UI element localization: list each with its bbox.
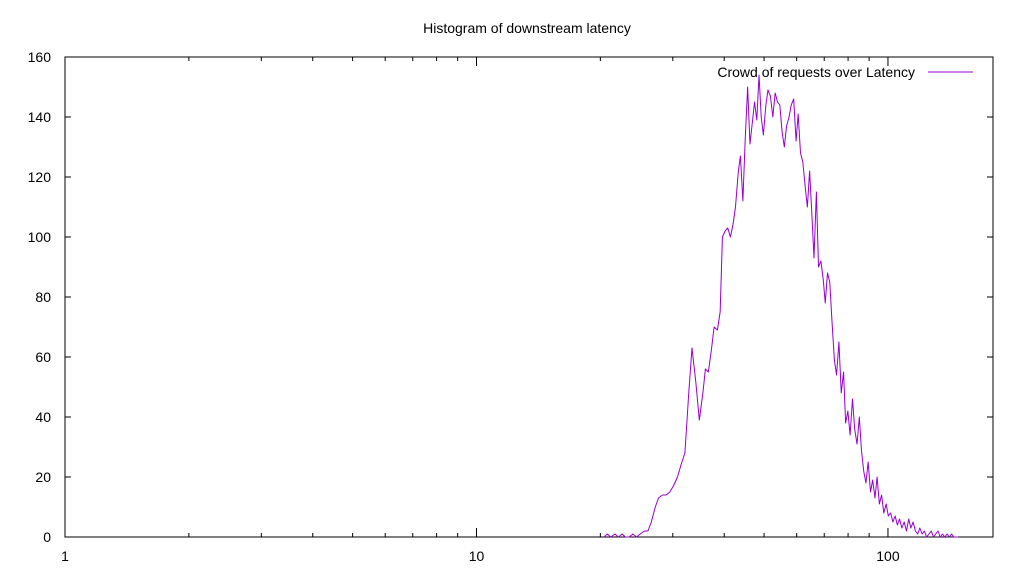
series-layer [603, 74, 959, 538]
x-axis: 1 10 100 [61, 57, 900, 564]
y-tick-label: 0 [43, 529, 51, 545]
y-tick-label: 60 [35, 349, 51, 365]
y-tick-label: 160 [28, 49, 52, 65]
y-axis: 0 20 40 60 80 100 120 140 160 [28, 49, 993, 545]
y-tick-label: 20 [35, 469, 51, 485]
x-tick-label: 100 [876, 548, 900, 564]
y-tick-label: 100 [28, 229, 52, 245]
legend-label: Crowd of requests over Latency [717, 64, 915, 80]
y-tick-label: 40 [35, 409, 51, 425]
legend: Crowd of requests over Latency [717, 64, 973, 80]
chart-title: Histogram of downstream latency [423, 20, 631, 36]
plot-frame [64, 56, 994, 538]
y-tick-label: 120 [28, 169, 52, 185]
x-tick-label: 1 [61, 548, 69, 564]
x-tick-label: 10 [469, 548, 485, 564]
series-line [603, 74, 959, 538]
y-tick-label: 140 [28, 109, 52, 125]
y-tick-label: 80 [35, 289, 51, 305]
